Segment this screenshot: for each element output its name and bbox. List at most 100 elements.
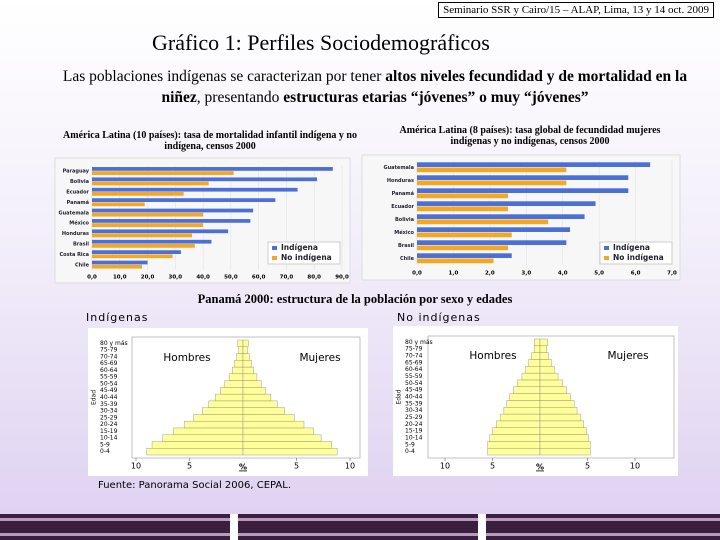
bar: [539, 441, 591, 449]
bar: [417, 258, 494, 264]
bar: [417, 180, 567, 186]
y-axis-label: Edad: [396, 389, 403, 404]
bar: [92, 181, 209, 186]
y-tick-label: 65-69: [100, 360, 118, 367]
bar: [499, 413, 541, 422]
y-axis-label: Edad: [91, 390, 98, 405]
y-tick-label: 75-79: [100, 347, 118, 354]
bar: [417, 201, 596, 206]
x-tick-label: 10,0: [113, 275, 127, 281]
bar: [92, 208, 254, 213]
bar: [487, 441, 541, 449]
legend-box: [599, 241, 673, 265]
border-pattern: [0, 514, 720, 540]
bar: [417, 219, 549, 225]
bar: [417, 245, 509, 251]
bar: [92, 264, 142, 269]
bar: [92, 229, 229, 234]
bar: [531, 352, 541, 360]
y-tick-label: Brasil: [398, 243, 414, 249]
x-tick-label: 5: [187, 462, 192, 471]
bar: [525, 366, 541, 374]
bar: [92, 233, 192, 238]
y-tick-label: Ecuador: [391, 204, 414, 210]
x-tick-label: 6,0: [631, 271, 641, 277]
y-tick-label: Honduras: [62, 231, 89, 237]
x-tick-label: 7,0: [667, 271, 677, 277]
bar: [220, 387, 244, 395]
y-tick-label: 15-19: [100, 428, 118, 435]
bar: [496, 420, 541, 428]
legend-label: Indígena: [281, 243, 318, 252]
bar: [534, 345, 541, 353]
x-tick-label: 70,0: [280, 275, 294, 281]
y-tick-label: 25-29: [100, 414, 118, 421]
x-tick-label: 40,0: [196, 275, 210, 281]
bar: [183, 420, 244, 429]
y-tick-label: 35-39: [100, 401, 118, 408]
y-tick-label: Guatemala: [384, 165, 415, 171]
legend-label: No indígena: [281, 253, 332, 262]
y-tick-label: Honduras: [387, 178, 414, 184]
y-tick-label: 45-49: [100, 387, 118, 394]
bar: [242, 407, 285, 415]
bar: [417, 175, 629, 180]
bar: [242, 400, 278, 408]
y-tick-label: 65-69: [405, 359, 423, 366]
x-tick-label: 90,0: [335, 275, 349, 281]
bar: [503, 407, 541, 415]
y-tick-label: 55-59: [100, 374, 118, 381]
series-label: Mujeres: [607, 350, 648, 362]
y-tick-label: 70-74: [100, 353, 118, 360]
legend-swatch: [272, 256, 277, 260]
subtitle-part: , presentando: [196, 89, 284, 106]
x-tick-label: 10: [440, 462, 450, 471]
bar: [234, 360, 244, 368]
legend-swatch: [272, 246, 277, 250]
bar: [238, 346, 244, 354]
y-tick-label: 15-19: [405, 428, 423, 435]
x-tick-label: 30,0: [169, 275, 183, 281]
y-tick-label: Panamá: [392, 190, 414, 197]
bar: [242, 380, 262, 388]
legend-swatch: [604, 246, 609, 250]
bar: [539, 372, 559, 381]
x-tick-label: 0,0: [87, 275, 97, 281]
x-tick-label: 5: [490, 462, 495, 471]
bar: [417, 227, 570, 232]
bar: [539, 338, 548, 347]
bar: [242, 360, 252, 368]
bar: [92, 198, 276, 202]
bar: [417, 193, 509, 199]
y-tick-label: 30-34: [100, 408, 118, 415]
bar: [92, 171, 234, 175]
x-tick-label: 1,0: [449, 271, 459, 277]
y-tick-label: 20-24: [405, 421, 423, 428]
bar: [151, 441, 244, 449]
bar: [417, 188, 629, 193]
x-tick-label: 5: [294, 462, 299, 471]
bar: [513, 386, 541, 394]
bar: [539, 352, 549, 360]
bar: [92, 260, 148, 265]
bar: [242, 346, 248, 354]
y-tick-label: 30-34: [405, 407, 423, 414]
y-tick-label: Ecuador: [66, 190, 89, 196]
x-tick-label: 50,0: [224, 275, 238, 281]
bar: [489, 434, 541, 442]
x-tick-label: 3,0: [521, 271, 531, 277]
chart-title: Indígenas: [86, 311, 149, 324]
subtitle-part: Las poblaciones indígenas se caracteriza…: [62, 68, 386, 85]
series-label: Hombres: [469, 350, 516, 362]
bar: [237, 339, 244, 347]
legend-label: No indígena: [613, 253, 664, 262]
bar: [528, 359, 541, 367]
x-tick-label: 0,0: [412, 271, 422, 277]
y-tick-label: 5-9: [405, 441, 415, 448]
bar: [417, 253, 512, 258]
bar: [506, 400, 541, 408]
bar: [224, 380, 244, 388]
header: Seminario SSR y Cairo/15 – ALAP, Lima, 1…: [438, 2, 714, 18]
bar: [539, 379, 563, 387]
